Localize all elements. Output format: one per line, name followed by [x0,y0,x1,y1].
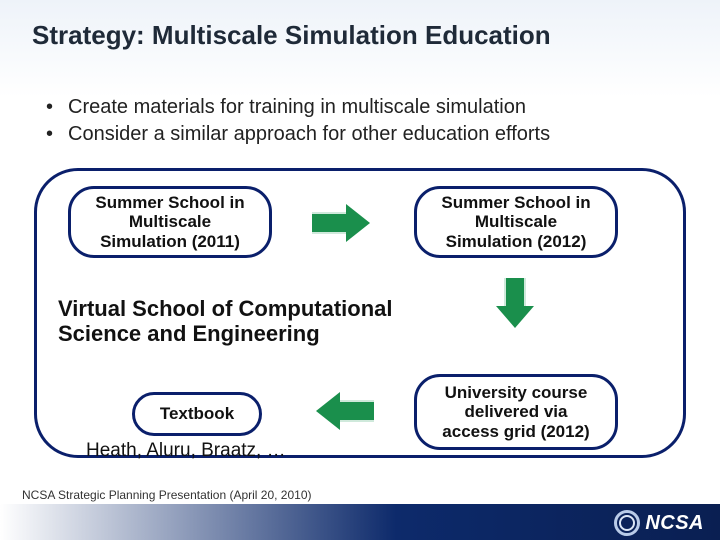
textbook-authors: Heath, Aluru, Braatz, … [86,440,286,462]
bullet-item: Create materials for training in multisc… [46,96,680,119]
node-university-course: University coursedelivered viaaccess gri… [414,374,618,450]
slide-title: Strategy: Multiscale Simulation Educatio… [32,20,551,51]
node-summer-school-2012: Summer School inMultiscaleSimulation (20… [414,186,618,258]
bullet-list: Create materials for training in multisc… [46,96,680,150]
footer-text: NCSA Strategic Planning Presentation (Ap… [22,488,312,502]
ncsa-logo-text: NCSA [645,512,704,535]
node-textbook: Textbook [132,392,262,436]
node-summer-school-2011: Summer School inMultiscaleSimulation (20… [68,186,272,258]
arrow-right-icon [312,206,370,240]
arrow-left-icon [316,394,374,428]
virtual-school-subtitle: Virtual School of ComputationalScience a… [58,296,393,347]
ncsa-logo-mark-icon [614,510,640,536]
arrow-down-icon [498,278,532,328]
bullet-item: Consider a similar approach for other ed… [46,123,680,146]
footer-bar: NCSA [0,504,720,540]
ncsa-logo: NCSA [614,510,704,536]
